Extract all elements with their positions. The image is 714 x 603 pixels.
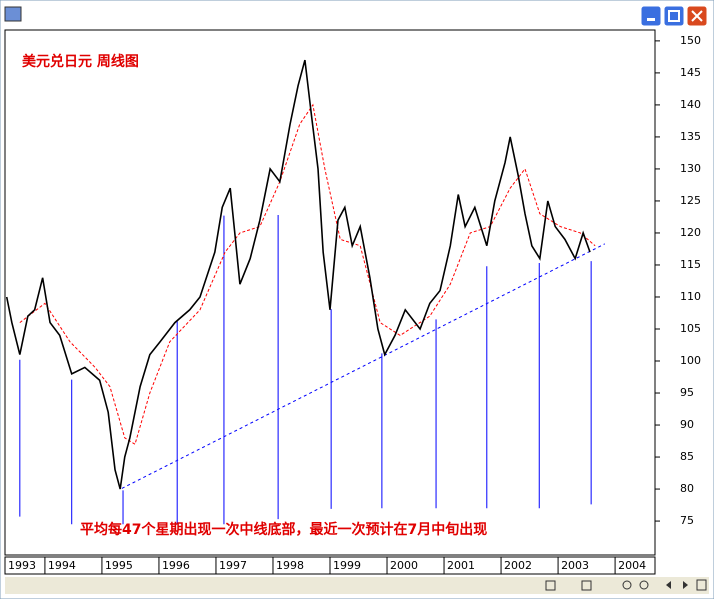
y-tick-label: 75	[680, 514, 694, 527]
x-tick-label: 2004	[618, 559, 646, 572]
y-tick-label: 145	[680, 66, 701, 79]
x-tick-label: 2001	[447, 559, 475, 572]
x-tick-label: 1994	[48, 559, 76, 572]
plot-area	[4, 29, 656, 556]
y-tick-label: 135	[680, 130, 701, 143]
x-tick-label: 2000	[390, 559, 418, 572]
chart-title: 美元兑日元 周线图	[22, 53, 139, 70]
close-glyph	[691, 10, 703, 22]
window-icon	[4, 6, 22, 22]
toolbar-icon[interactable]	[696, 579, 707, 591]
y-tick-label: 80	[680, 482, 694, 495]
y-tick-label: 90	[680, 418, 694, 431]
y-tick-label: 105	[680, 322, 701, 335]
maximize-button[interactable]	[663, 5, 685, 27]
y-tick-label: 150	[680, 34, 701, 47]
toolbar	[5, 577, 709, 594]
x-tick-label: 1998	[276, 559, 304, 572]
x-tick-label: 1995	[105, 559, 133, 572]
toolbar-icon[interactable]	[639, 580, 649, 590]
y-tick-label: 140	[680, 98, 701, 111]
toolbar-icon[interactable]	[666, 581, 671, 589]
y-tick-label: 125	[680, 194, 701, 207]
toolbar-icon[interactable]	[683, 581, 688, 589]
toolbar-icons	[545, 579, 707, 591]
price-line	[5, 59, 591, 490]
y-tick-label: 85	[680, 450, 694, 463]
y-tick-label: 110	[680, 290, 701, 303]
y-tick-label: 130	[680, 162, 701, 175]
y-tick-label: 115	[680, 258, 701, 271]
maximize-glyph	[668, 10, 680, 22]
toolbar-icon[interactable]	[622, 580, 632, 590]
x-tick-label: 2002	[504, 559, 532, 572]
y-tick-label: 100	[680, 354, 701, 367]
toolbar-icon[interactable]	[581, 580, 592, 591]
moving-average	[19, 103, 596, 446]
x-tick-label: 1993	[8, 559, 36, 572]
x-tick-label: 1999	[333, 559, 361, 572]
trend-line	[121, 243, 606, 489]
x-tick-label: 1996	[162, 559, 190, 572]
y-tick-label: 120	[680, 226, 701, 239]
x-tick-label: 1997	[219, 559, 247, 572]
minimize-button[interactable]	[640, 5, 662, 27]
annotation: 平均每47个星期出现一次中线底部，最近一次预计在7月中旬出现	[80, 521, 487, 538]
minimize-glyph	[647, 18, 655, 21]
x-tick-label: 2003	[561, 559, 589, 572]
toolbar-icon[interactable]	[545, 580, 556, 591]
y-tick-label: 95	[680, 386, 694, 399]
